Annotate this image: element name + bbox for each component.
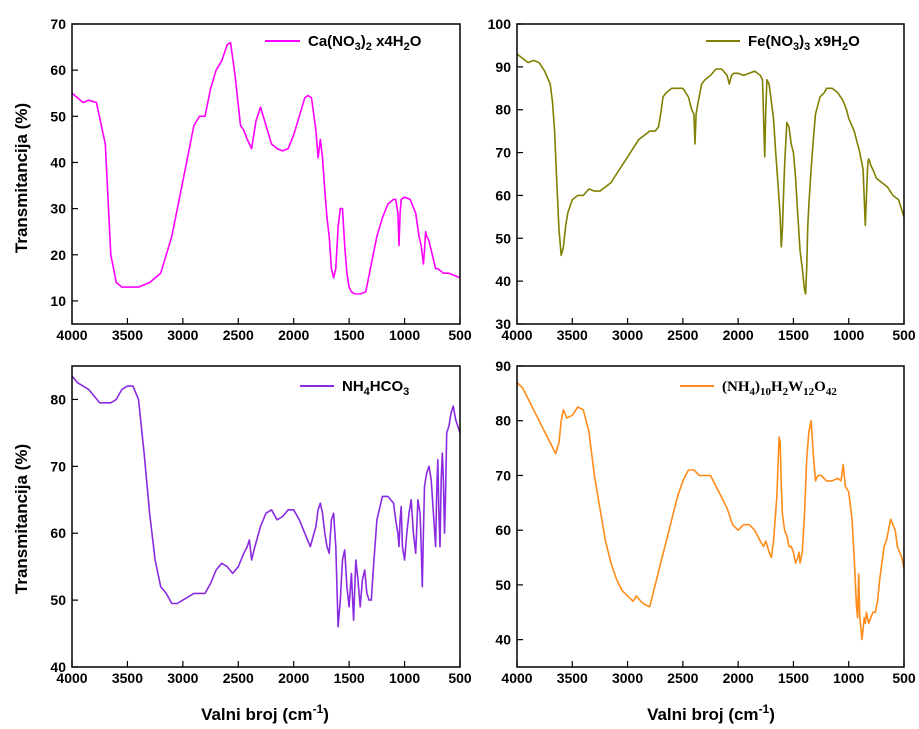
x-tick-label: 2000: [723, 327, 754, 343]
y-tick-label: 90: [495, 59, 511, 75]
x-tick-label: 1500: [334, 327, 365, 343]
y-tick-label: 70: [50, 458, 66, 474]
legend-label: (NH4)10H2W12O42: [722, 379, 837, 398]
legend-label: NH4HCO3: [342, 378, 409, 398]
x-tick-label: 1000: [389, 670, 420, 686]
y-tick-label: 20: [50, 247, 66, 263]
y-tick-label: 40: [495, 632, 511, 648]
y-tick-label: 50: [495, 230, 511, 246]
y-tick-label: 10: [50, 293, 66, 309]
y-tick-label: 70: [495, 145, 511, 161]
spectrum-line: [517, 382, 904, 639]
legend-label: Ca(NO3)2 x4H2O: [308, 33, 422, 53]
y-tick-label: 40: [50, 154, 66, 170]
x-tick-label: 500: [448, 670, 472, 686]
x-tick-label: 3000: [612, 670, 643, 686]
spectrum-line: [72, 43, 460, 295]
y-tick-label: 80: [50, 391, 66, 407]
x-tick-label: 3500: [112, 670, 143, 686]
x-tick-label: 1000: [833, 670, 864, 686]
y-tick-label: 50: [495, 577, 511, 593]
y-axis-title-bottom: Transmitancija (%): [12, 444, 31, 594]
x-tick-label: 2000: [278, 327, 309, 343]
y-tick-label: 70: [495, 467, 511, 483]
x-tick-label: 4000: [56, 327, 87, 343]
spectrum-line: [517, 54, 904, 294]
x-tick-label: 3000: [167, 327, 198, 343]
y-tick-label: 60: [495, 187, 511, 203]
y-tick-label: 30: [50, 201, 66, 217]
y-tick-label: 100: [488, 16, 512, 32]
x-tick-label: 3500: [557, 327, 588, 343]
x-tick-label: 4000: [56, 670, 87, 686]
plot-frame: [516, 365, 905, 668]
x-tick-label: 500: [892, 670, 916, 686]
y-tick-label: 90: [495, 358, 511, 374]
x-tick-label: 3500: [112, 327, 143, 343]
chart-panel-bottom-left: 4000 3500 3000 2500 2000 1500 1000 500 40 50 60 70 8…: [50, 365, 472, 686]
y-tick-label: 50: [50, 592, 66, 608]
x-tick-label: 500: [448, 327, 472, 343]
x-tick-label: 3500: [557, 670, 588, 686]
x-tick-label: 2500: [223, 670, 254, 686]
x-tick-label: 2000: [278, 670, 309, 686]
x-axis-title-right: Valni broj (cm-1): [647, 702, 775, 724]
y-tick-label: 50: [50, 108, 66, 124]
x-tick-label: 1500: [334, 670, 365, 686]
x-tick-label: 1000: [833, 327, 864, 343]
x-tick-label: 2000: [723, 670, 754, 686]
y-tick-label: 80: [495, 102, 511, 118]
spectrum-line: [72, 376, 460, 627]
plot-frame: [71, 365, 461, 668]
x-tick-label: 2500: [667, 670, 698, 686]
x-tick-label: 2500: [223, 327, 254, 343]
x-tick-label: 1500: [778, 670, 809, 686]
y-tick-label: 70: [50, 16, 66, 32]
x-tick-label: 2500: [667, 327, 698, 343]
legend-label: Fe(NO3)3 x9H2O: [748, 33, 860, 53]
chart-panel-top-left: 4000 3500 3000 2500 2000 1500 1000 500 10 20 30 40 5…: [50, 16, 471, 343]
y-tick-label: 80: [495, 413, 511, 429]
x-tick-label: 3000: [167, 670, 198, 686]
chart-panel-bottom-right: 4000 3500 3000 2500 2000 1500 1000 500 40 50 60 70 8…: [495, 358, 915, 686]
x-tick-label: 500: [892, 327, 916, 343]
y-tick-label: 40: [50, 659, 66, 675]
x-tick-label: 1000: [389, 327, 420, 343]
plot-frame: [71, 23, 461, 325]
y-tick-label: 40: [495, 273, 511, 289]
x-tick-label: 4000: [501, 670, 532, 686]
plot-frame: [516, 23, 905, 325]
y-tick-label: 60: [50, 525, 66, 541]
x-tick-label: 4000: [501, 327, 532, 343]
x-tick-label: 3000: [612, 327, 643, 343]
chart-panel-top-right: 4000 3500 3000 2500 2000 1500 1000 500 30 40 50 60 7…: [488, 16, 916, 343]
y-tick-label: 60: [50, 62, 66, 78]
x-tick-label: 1500: [778, 327, 809, 343]
y-tick-label: 60: [495, 522, 511, 538]
y-tick-label: 30: [495, 316, 511, 332]
y-axis-title-top: Transmitancija (%): [12, 103, 31, 253]
x-axis-title-left: Valni broj (cm-1): [201, 702, 329, 724]
